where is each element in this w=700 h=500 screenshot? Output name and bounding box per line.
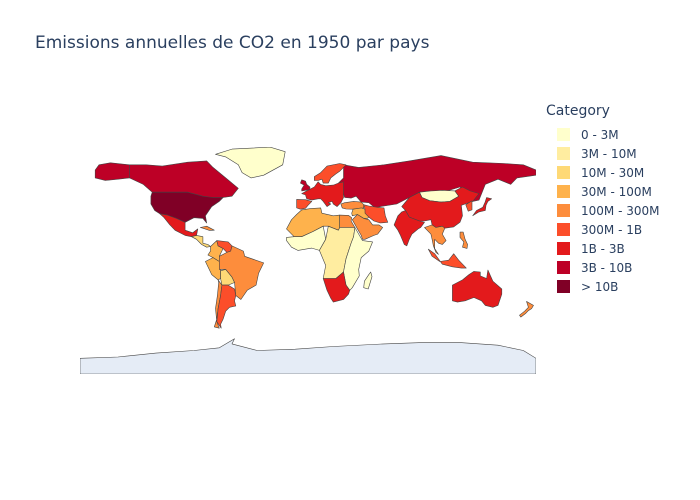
country-egypt[interactable] <box>339 214 356 228</box>
country-indonesia[interactable] <box>427 248 467 269</box>
legend-item[interactable]: 3M - 10M <box>546 144 696 163</box>
country-bolivia[interactable] <box>220 269 235 286</box>
country-philippines[interactable] <box>459 231 468 249</box>
country-korea[interactable] <box>465 200 473 212</box>
legend-swatch <box>557 261 570 274</box>
country-cuba[interactable] <box>200 225 215 231</box>
country-japan[interactable] <box>472 197 493 217</box>
country-central-america[interactable] <box>191 235 211 248</box>
country-australia[interactable] <box>452 269 503 308</box>
legend-swatch <box>557 204 570 217</box>
legend-label: 0 - 3M <box>581 127 619 142</box>
country-south-africa[interactable] <box>322 271 351 303</box>
legend-swatch <box>557 128 570 141</box>
country-saudi-arabia[interactable] <box>351 214 384 240</box>
country-canada[interactable] <box>129 160 239 202</box>
country-iberia[interactable] <box>296 199 313 210</box>
country-greenland[interactable] <box>215 147 286 179</box>
country-iran[interactable] <box>363 204 389 224</box>
map-title: Emissions annuelles de CO2 en 1950 par p… <box>35 33 430 53</box>
legend: Category 0 - 3M 3M - 10M 10M - 30M 30M - 10… <box>546 103 696 296</box>
country-scandinavia[interactable] <box>314 163 347 184</box>
country-india[interactable] <box>393 210 425 247</box>
legend-label: 100M - 300M <box>581 203 660 218</box>
legend-item[interactable]: 100M - 300M <box>546 201 696 220</box>
legend-item[interactable]: 1B - 3B <box>546 239 696 258</box>
legend-item[interactable]: 30M - 100M <box>546 182 696 201</box>
country-madagascar[interactable] <box>363 271 373 290</box>
legend-swatch <box>557 242 570 255</box>
legend-item[interactable]: > 10B <box>546 277 696 296</box>
country-europe[interactable] <box>301 181 344 207</box>
country-peru[interactable] <box>205 257 221 281</box>
country-brazil[interactable] <box>219 245 264 300</box>
legend-item[interactable]: 0 - 3M <box>546 125 696 144</box>
legend-item[interactable]: 3B - 10B <box>546 258 696 277</box>
choropleth-map[interactable] <box>80 147 536 374</box>
legend-swatch <box>557 147 570 160</box>
legend-label: 300M - 1B <box>581 222 643 237</box>
country-china[interactable] <box>401 186 480 229</box>
legend-label: 3B - 10B <box>581 260 633 275</box>
country-united-kingdom[interactable] <box>300 179 311 192</box>
country-antarctica[interactable] <box>80 338 536 374</box>
legend-swatch <box>557 166 570 179</box>
country-southeast-asia[interactable] <box>424 224 447 255</box>
map-canvas[interactable] <box>80 147 536 374</box>
legend-swatch <box>557 280 570 293</box>
legend-label: 30M - 100M <box>581 184 652 199</box>
country-alaska[interactable] <box>94 162 130 181</box>
legend-item[interactable]: 10M - 30M <box>546 163 696 182</box>
country-turkey[interactable] <box>340 201 365 210</box>
country-argentina[interactable] <box>216 284 237 329</box>
country-middle-east[interactable] <box>351 207 370 219</box>
legend-label: 10M - 30M <box>581 165 645 180</box>
legend-title: Category <box>546 103 610 119</box>
legend-swatch <box>557 185 570 198</box>
legend-item[interactable]: 300M - 1B <box>546 220 696 239</box>
country-east-africa[interactable] <box>343 227 373 291</box>
country-united-states[interactable] <box>150 191 224 224</box>
legend-swatch <box>557 223 570 236</box>
legend-label: > 10B <box>581 279 619 294</box>
country-soviet-union[interactable] <box>338 155 536 209</box>
country-new-zealand[interactable] <box>519 301 534 318</box>
legend-label: 1B - 3B <box>581 241 625 256</box>
legend-label: 3M - 10M <box>581 146 637 161</box>
country-mexico[interactable] <box>159 213 199 237</box>
